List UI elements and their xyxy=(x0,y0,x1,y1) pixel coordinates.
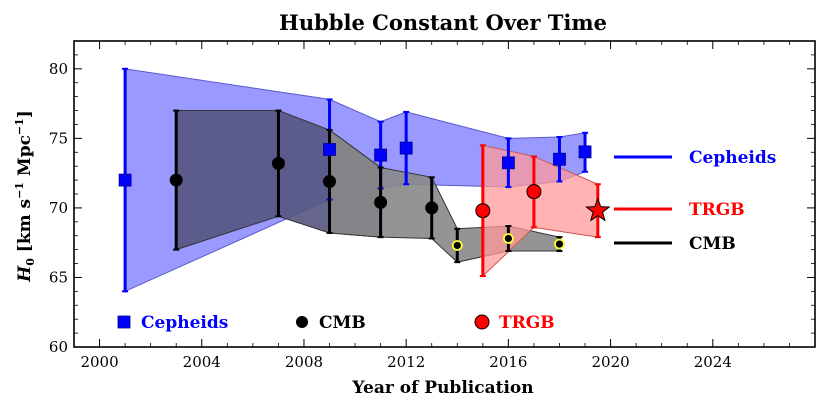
y-tick-label: 80 xyxy=(49,60,68,78)
y-label-exp-2: −1 xyxy=(13,118,26,135)
legend-marker-label: CMB xyxy=(319,313,366,333)
y-label-units-close: ] xyxy=(15,110,35,118)
cmb-point xyxy=(323,174,337,188)
legend-marker-label: TRGB xyxy=(499,313,555,333)
legend-line-label: CMB xyxy=(689,234,736,254)
chart-title: Hubble Constant Over Time xyxy=(279,10,607,35)
cmb-point xyxy=(374,195,388,209)
y-tick-label: 75 xyxy=(49,129,68,147)
legend-marker-circle xyxy=(296,316,308,328)
cepheids-point xyxy=(118,173,132,187)
legend-line-label: TRGB xyxy=(689,200,745,220)
cmb-point xyxy=(425,201,439,215)
cmb-point xyxy=(169,173,183,187)
cmb-point xyxy=(554,238,565,250)
x-tick-label: 2016 xyxy=(489,353,527,371)
legend-marker-square xyxy=(117,315,131,329)
data-markers xyxy=(118,141,611,251)
x-tick-label: 2020 xyxy=(591,353,629,371)
cmb-point xyxy=(271,156,285,170)
legend-markers: Cepheids CMB TRGB xyxy=(117,313,555,333)
trgb-point xyxy=(526,184,542,200)
y-axis-label: H0 [km s−1 Mpc−1] xyxy=(13,110,37,283)
cepheids-point xyxy=(578,145,592,159)
y-tick-label: 60 xyxy=(49,338,68,356)
x-tick-label: 2024 xyxy=(694,353,732,371)
trgb-star-point xyxy=(585,197,611,222)
trgb-point xyxy=(475,203,491,219)
cepheids-point xyxy=(374,148,388,162)
cmb-point xyxy=(451,240,463,251)
cepheids-point xyxy=(501,156,515,170)
legend-marker-circle xyxy=(474,314,490,330)
x-axis-label: Year of Publication xyxy=(351,378,533,398)
y-label-symbol: H xyxy=(15,265,35,283)
y-label-units-open: [km s xyxy=(15,199,35,258)
legend-lines: Cepheids TRGB CMB xyxy=(614,148,776,254)
x-tick-label: 2000 xyxy=(80,353,118,371)
x-tick-label: 2004 xyxy=(183,353,221,371)
uncertainty-bands xyxy=(124,68,599,293)
y-tick-label: 65 xyxy=(49,268,68,286)
x-tick-label: 2012 xyxy=(387,353,425,371)
x-tick-label: 2008 xyxy=(285,353,323,371)
tick-labels: 2000 2004 2008 2012 2016 2020 2024 60 65 70 75 80 xyxy=(49,60,732,371)
legend-line-label: Cepheids xyxy=(689,148,776,168)
y-label-exp-1: −1 xyxy=(13,182,26,199)
cepheids-point xyxy=(323,143,336,156)
y-label-subscript: 0 xyxy=(24,258,37,266)
plot-frame xyxy=(73,40,816,348)
y-tick-label: 70 xyxy=(49,199,68,217)
legend-marker-label: Cepheids xyxy=(141,313,228,333)
y-label-units-mid: Mpc xyxy=(15,135,35,182)
cmb-point xyxy=(502,233,514,244)
cepheids-point xyxy=(553,152,566,166)
cepheids-point xyxy=(399,141,413,155)
